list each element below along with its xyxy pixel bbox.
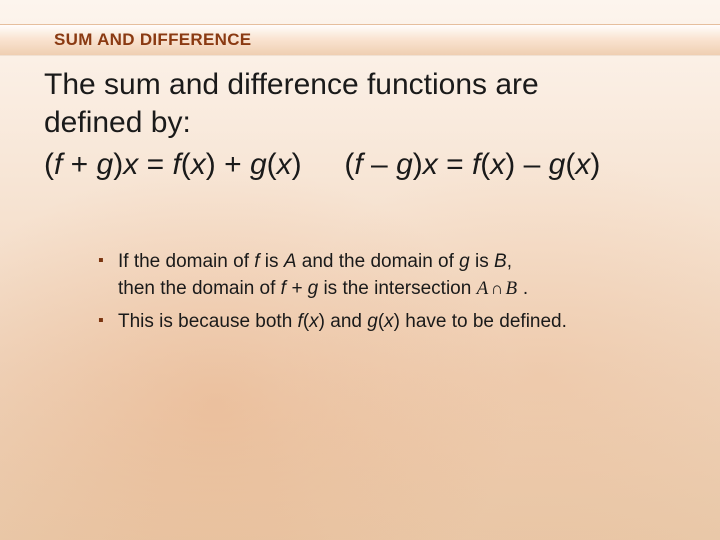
eq-difference: (f – g)x = f(x) – g(x)	[344, 148, 600, 181]
equation-row: (f + g)x = f(x) + g(x) (f – g)x = f(x) –…	[44, 145, 690, 186]
definition-line-2: defined by:	[44, 104, 690, 142]
bullet-item: If the domain of f is A and the domain o…	[98, 249, 690, 303]
bullet-list: If the domain of f is A and the domain o…	[44, 249, 690, 336]
intersection-expr: A∩B	[477, 278, 518, 299]
definition-line-1: The sum and difference functions are	[44, 66, 690, 104]
bullet-item: This is because both f(x) and g(x) have …	[98, 309, 690, 336]
title-bar: SUM AND DIFFERENCE	[0, 24, 720, 56]
slide-body: The sum and difference functions are def…	[44, 66, 690, 342]
eq-sum: (f + g)x = f(x) + g(x)	[44, 148, 310, 181]
slide-heading: SUM AND DIFFERENCE	[54, 30, 251, 50]
